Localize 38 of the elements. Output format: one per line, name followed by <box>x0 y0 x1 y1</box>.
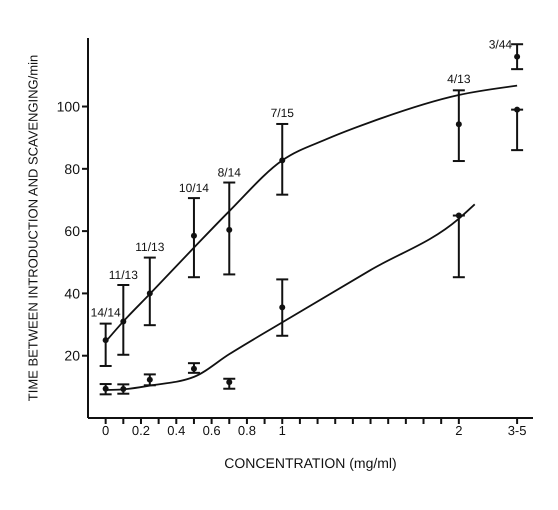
point <box>226 379 232 386</box>
annotation: 4/13 <box>447 72 471 86</box>
point <box>456 212 462 219</box>
annotation: 11/13 <box>135 240 165 254</box>
point <box>102 386 109 392</box>
annotation: 10/14 <box>178 180 210 195</box>
x-tick-label: 2 <box>455 423 462 438</box>
point <box>279 304 286 310</box>
point <box>226 226 232 233</box>
point <box>514 54 520 60</box>
annotation: 3/44 <box>488 37 512 52</box>
point <box>190 232 197 239</box>
point <box>514 106 520 113</box>
annotation: 7/15 <box>270 106 294 120</box>
point <box>456 121 462 128</box>
annotation: 14/14 <box>90 305 121 320</box>
y-tick-label: 100 <box>56 98 80 114</box>
point <box>120 318 126 324</box>
x-axis-title: CONCENTRATION (mg/ml) <box>224 455 397 471</box>
point <box>279 157 286 164</box>
x-tick-label: 3-5 <box>508 423 527 438</box>
x-tick-label: 1 <box>278 423 286 438</box>
x-tick-label: 0.6 <box>202 423 221 438</box>
x-tick-label: 0.4 <box>167 423 186 438</box>
y-axis-title: TIME BETWEEN INTRODUCTION AND SCAVENGING/min <box>26 54 41 402</box>
y-tick-label: 40 <box>64 285 80 302</box>
x-tick-label: 0.8 <box>238 423 256 438</box>
x-tick-label: 0.2 <box>132 423 150 438</box>
y-tick-label: 20 <box>64 348 80 364</box>
annotation: 8/14 <box>218 165 242 180</box>
point <box>190 366 197 372</box>
y-tick-label: 60 <box>64 223 80 240</box>
point <box>102 337 109 344</box>
point <box>146 376 153 383</box>
y-tick-label: 80 <box>64 160 80 177</box>
annotation: 11/13 <box>108 268 138 282</box>
point <box>146 290 153 296</box>
x-tick-label: 0 <box>102 423 110 438</box>
